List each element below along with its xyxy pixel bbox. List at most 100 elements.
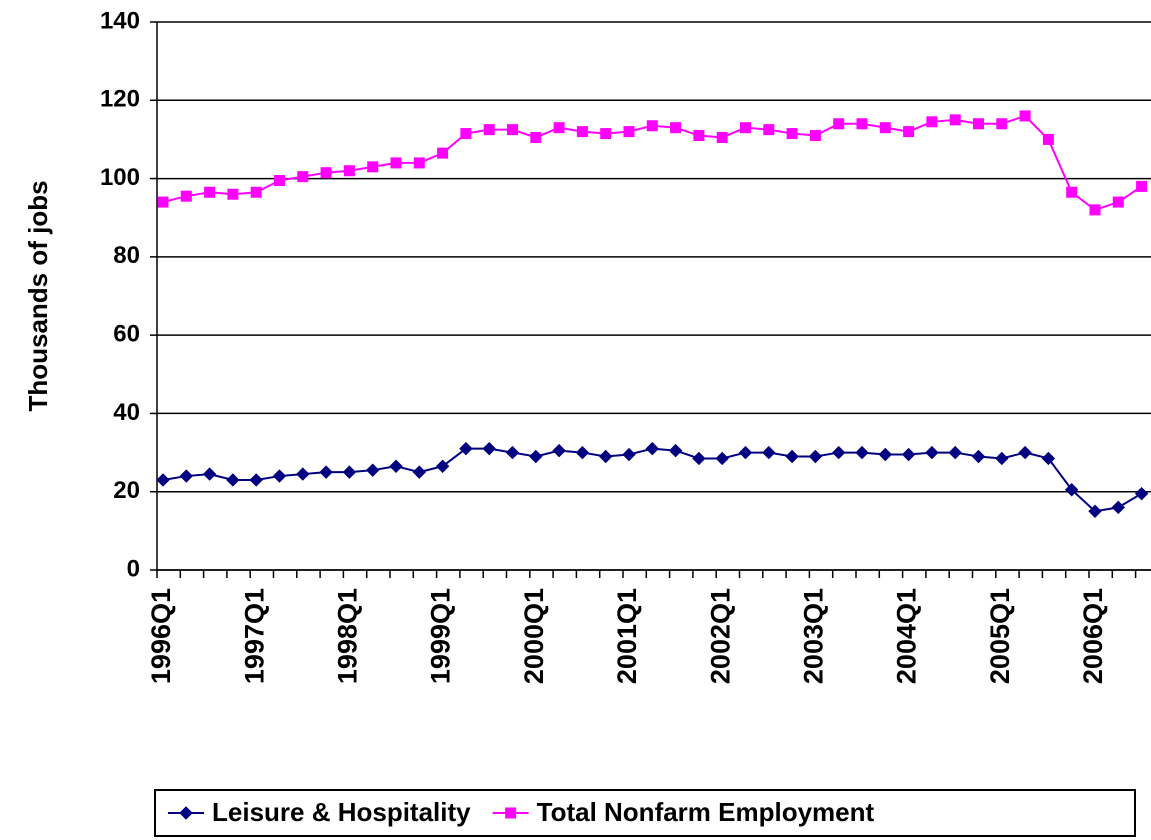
data-point	[878, 447, 893, 462]
data-point	[435, 459, 450, 473]
data-point	[692, 451, 706, 466]
data-point	[342, 465, 357, 479]
data-point	[622, 447, 636, 462]
data-point	[389, 459, 403, 473]
data-point	[367, 161, 379, 173]
data-point	[1041, 451, 1056, 466]
y-tick-label: 80	[113, 242, 140, 269]
data-point	[180, 190, 192, 202]
data-point	[227, 188, 239, 200]
data-point	[808, 449, 823, 464]
data-point	[249, 473, 263, 487]
data-point	[202, 467, 217, 481]
legend-label: Leisure & Hospitality	[212, 797, 471, 827]
data-point	[297, 171, 309, 183]
data-point	[1111, 500, 1126, 515]
data-point	[903, 126, 915, 138]
data-point	[668, 443, 683, 458]
data-point	[320, 167, 332, 179]
x-tick-label: 2004Q1	[892, 588, 922, 684]
legend-marker	[179, 806, 193, 820]
data-point	[738, 445, 753, 460]
legend-label: Total Nonfarm Employment	[537, 797, 875, 827]
data-point	[996, 118, 1008, 130]
data-point	[645, 441, 660, 456]
x-tick-label: 2003Q1	[799, 588, 829, 684]
data-point	[553, 122, 565, 134]
data-point	[855, 445, 869, 460]
data-point	[949, 114, 961, 126]
y-tick-label: 140	[100, 7, 140, 34]
data-point	[1112, 196, 1124, 208]
data-point	[390, 157, 402, 169]
data-point	[1064, 483, 1079, 497]
data-point	[1136, 180, 1148, 192]
data-point	[1066, 186, 1078, 198]
data-point	[250, 186, 262, 198]
data-point	[809, 130, 821, 142]
x-tick-label: 1998Q1	[333, 588, 363, 684]
y-tick-label: 60	[113, 320, 140, 347]
data-point	[995, 451, 1009, 466]
legend-marker	[505, 807, 517, 819]
data-point	[1042, 133, 1054, 145]
x-tick-label: 2000Q1	[519, 588, 549, 684]
y-axis-label: Thousands of jobs	[23, 180, 53, 411]
data-point	[623, 126, 635, 138]
x-tick-label: 1996Q1	[146, 588, 176, 684]
data-point	[598, 449, 613, 464]
data-point	[552, 443, 566, 458]
data-point	[226, 473, 240, 487]
data-point	[272, 469, 287, 483]
data-point	[530, 131, 542, 143]
data-point	[600, 128, 612, 140]
data-point	[763, 124, 775, 136]
data-point	[971, 449, 986, 464]
data-point	[925, 445, 939, 460]
data-point	[879, 122, 891, 134]
data-point	[413, 157, 425, 169]
data-point	[437, 147, 449, 159]
legend-box	[154, 789, 1136, 837]
data-point	[204, 186, 216, 198]
x-tick-label: 2002Q1	[705, 588, 735, 684]
data-point	[575, 445, 590, 460]
data-point	[693, 130, 705, 142]
data-point	[460, 128, 472, 140]
data-point	[529, 449, 543, 464]
y-tick-label: 100	[100, 164, 140, 191]
data-point	[412, 465, 427, 479]
data-point	[1089, 204, 1101, 216]
data-point	[856, 118, 868, 130]
data-point	[179, 469, 194, 483]
data-point	[785, 449, 799, 464]
data-point	[715, 451, 729, 466]
data-point	[576, 126, 588, 138]
data-point	[786, 128, 798, 140]
y-tick-label: 20	[113, 477, 140, 504]
data-point	[343, 165, 355, 177]
data-point	[156, 473, 170, 487]
data-point	[740, 122, 751, 134]
x-tick-label: 1997Q1	[239, 588, 269, 684]
x-tick-label: 1999Q1	[426, 588, 456, 684]
data-point	[831, 445, 846, 460]
series-line	[162, 447, 1143, 513]
data-point	[157, 196, 169, 208]
data-point	[482, 441, 496, 456]
data-point	[274, 175, 285, 187]
data-point	[926, 116, 938, 128]
data-point	[973, 118, 984, 130]
x-tick-label: 2006Q1	[1078, 588, 1108, 684]
data-point	[319, 465, 333, 479]
y-tick-label: 0	[127, 555, 140, 582]
x-tick-label: 2005Q1	[985, 588, 1015, 684]
data-point	[1019, 110, 1031, 122]
data-point	[1088, 504, 1102, 518]
data-point	[296, 467, 310, 481]
y-tick-label: 40	[113, 399, 140, 426]
data-point	[948, 445, 962, 460]
data-point	[1018, 445, 1032, 460]
data-point	[762, 445, 776, 460]
